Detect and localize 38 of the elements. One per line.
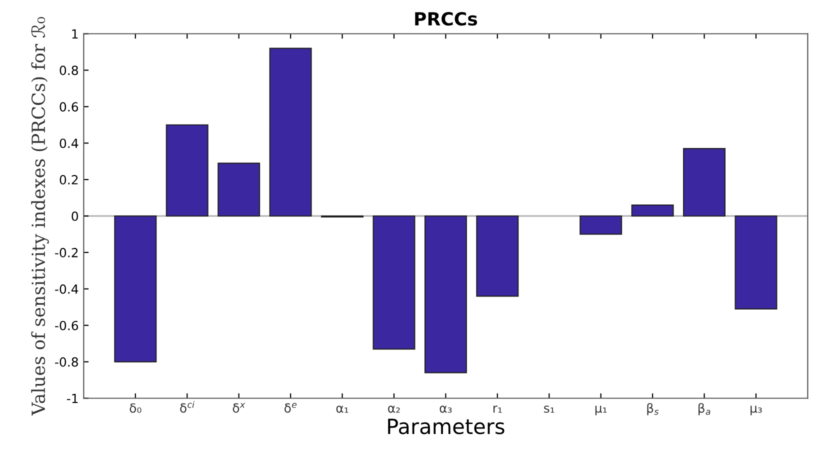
bar [114, 215, 157, 362]
bar [476, 215, 519, 297]
bar [580, 215, 622, 235]
y-tick-label: 0.2 [60, 175, 78, 184]
chart-title: PRCCs [415, 12, 478, 26]
y-tick-label: -0.6 [55, 320, 78, 330]
y-axis-title: Values of sensitivity indexes (PRCCs) for ℛ₀ [30, 17, 49, 416]
x-tick-label: α₁ [336, 406, 348, 413]
bar [683, 148, 726, 217]
x-tick-label: r₁ [493, 406, 502, 413]
x-tick-label: β$_{a}$ [698, 403, 710, 416]
y-tick-label: 0.4 [60, 138, 78, 148]
y-tick-label: 1 [72, 29, 78, 38]
bar [734, 215, 778, 310]
x-tick-label: δ₀ [130, 403, 142, 413]
bar [166, 124, 208, 217]
x-tick-label: μ₁ [595, 406, 607, 416]
y-tick-label: -0.8 [55, 357, 78, 367]
x-tick-label: δ$^{e}$ [284, 402, 297, 413]
y-tick-label: 0.6 [60, 102, 78, 112]
bar [218, 162, 260, 217]
x-tick-label: δ$^{x}$ [232, 402, 246, 413]
y-tick-label: 0 [72, 211, 78, 221]
y-tick-label: -1 [66, 394, 78, 403]
bar [372, 215, 416, 350]
y-tick-label: -0.4 [55, 284, 78, 294]
x-axis-title: Parameters [388, 418, 504, 434]
x-tick-label: s₁ [544, 406, 554, 413]
bar [424, 215, 467, 374]
x-tick-label: δ$^{ci}$ [180, 401, 194, 413]
x-tick-label: μ₃ [750, 406, 762, 416]
x-tick-label: β$_{s}$ [647, 403, 659, 416]
bar [631, 204, 674, 217]
bar [269, 48, 312, 217]
x-tick-label: α₃ [440, 406, 452, 413]
x-tick-label: α₂ [388, 406, 400, 413]
y-tick-label: -0.2 [55, 248, 78, 258]
y-tick-label: 0.8 [60, 66, 78, 76]
